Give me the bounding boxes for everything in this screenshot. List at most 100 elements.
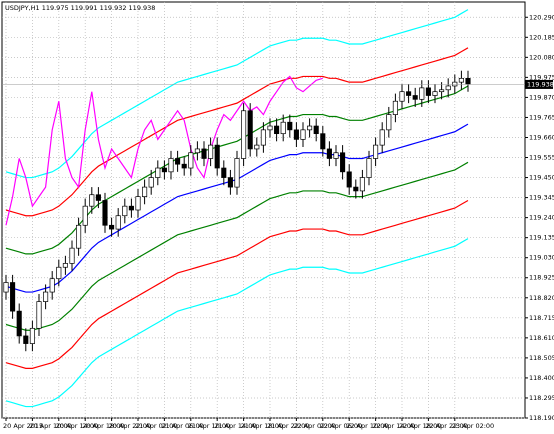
candle-body bbox=[280, 121, 286, 135]
candle-body bbox=[379, 129, 385, 146]
candle-body bbox=[412, 95, 418, 100]
candle-body bbox=[445, 85, 451, 91]
candles bbox=[3, 70, 471, 352]
candle-body bbox=[109, 224, 115, 230]
candle-body bbox=[386, 114, 392, 131]
candle-body bbox=[188, 152, 194, 169]
x-tick-label: 22 Apr 06:00 bbox=[320, 422, 362, 430]
candle-body bbox=[458, 77, 464, 83]
candle-body bbox=[23, 335, 29, 344]
candle-body bbox=[76, 224, 82, 249]
y-tick-label: 118.295 bbox=[529, 394, 554, 402]
candle-body bbox=[10, 282, 16, 312]
candle-body bbox=[425, 87, 431, 96]
y-tick-label: 118.190 bbox=[529, 414, 554, 422]
candle-body bbox=[155, 167, 161, 178]
y-tick-label: 119.975 bbox=[529, 73, 554, 81]
candle-body bbox=[181, 163, 187, 169]
y-tick-label: 118.400 bbox=[529, 374, 554, 382]
candle-body bbox=[16, 310, 22, 337]
candle-body bbox=[161, 167, 167, 173]
candle-body bbox=[89, 194, 95, 207]
y-tick-label: 119.660 bbox=[529, 133, 554, 141]
candle-body bbox=[122, 205, 128, 217]
candle-body bbox=[419, 87, 425, 100]
candle-body bbox=[399, 91, 405, 102]
indicator-line bbox=[5, 161, 469, 331]
indicator-lines bbox=[5, 9, 469, 408]
y-tick-label: 120.290 bbox=[529, 13, 554, 21]
indicator-line bbox=[5, 238, 469, 408]
x-tick-label: 22 Apr 22:00 bbox=[425, 422, 467, 430]
last-price-box bbox=[525, 79, 553, 89]
candle-body bbox=[221, 167, 227, 178]
candle-body bbox=[313, 125, 319, 135]
axis-labels: 118.190 118.295 118.400 118.505 118.610 118.7… bbox=[2, 13, 554, 430]
x-tick-label: 22 Apr 14:00 bbox=[373, 422, 415, 430]
candle-body bbox=[95, 194, 101, 201]
y-tick-label: 119.555 bbox=[529, 154, 554, 162]
candle-body bbox=[287, 121, 293, 131]
candle-body bbox=[214, 144, 220, 169]
candle-body bbox=[307, 125, 313, 131]
x-tick-label: 23 Apr 02:00 bbox=[452, 422, 494, 430]
candle-body bbox=[227, 177, 233, 188]
candle-body bbox=[373, 144, 379, 159]
y-tick-label: 119.765 bbox=[529, 113, 554, 121]
grid bbox=[2, 2, 525, 419]
candle-body bbox=[406, 91, 412, 96]
candle-body bbox=[168, 158, 174, 173]
y-tick-label: 119.030 bbox=[529, 254, 554, 262]
y-tick-label: 118.715 bbox=[529, 314, 554, 322]
x-tick-label: 21 Apr 14:00 bbox=[214, 422, 256, 430]
candle-body bbox=[3, 282, 9, 293]
y-tick-label: 119.450 bbox=[529, 174, 554, 182]
candle-body bbox=[333, 152, 339, 159]
candle-body bbox=[62, 263, 68, 268]
candle-body bbox=[340, 152, 346, 173]
candle-body bbox=[115, 215, 121, 230]
y-tick-label: 119.240 bbox=[529, 214, 554, 222]
y-tick-label: 119.870 bbox=[529, 93, 554, 101]
candle-body bbox=[135, 196, 141, 211]
x-tick-label: 20 Apr 18:00 bbox=[82, 422, 124, 430]
candle-body bbox=[247, 110, 253, 150]
candle-body bbox=[128, 205, 134, 211]
y-tick-label: 120.185 bbox=[529, 33, 554, 41]
candle-body bbox=[326, 148, 332, 159]
x-tick-label: 22 Apr 10:00 bbox=[346, 422, 388, 430]
candle-body bbox=[432, 91, 438, 96]
x-tick-label: 20 Apr 10:00 bbox=[29, 422, 71, 430]
candle-body bbox=[148, 177, 154, 188]
candle-body bbox=[359, 177, 365, 192]
candle-body bbox=[465, 77, 471, 85]
last-price-label: 119.938 bbox=[527, 80, 554, 88]
y-tick-label: 118.610 bbox=[529, 334, 554, 342]
candle-body bbox=[260, 129, 266, 146]
candle-body bbox=[49, 278, 55, 293]
candle-body bbox=[56, 266, 62, 280]
plot-frame bbox=[1, 1, 526, 419]
candle-body bbox=[267, 125, 273, 131]
candle-body bbox=[36, 301, 42, 329]
y-tick-label: 118.505 bbox=[529, 354, 554, 362]
candle-body bbox=[346, 171, 352, 188]
candle-body bbox=[320, 133, 326, 150]
candle-body bbox=[234, 158, 240, 188]
candle-body bbox=[274, 125, 280, 135]
chart-title: USDJPY,H1 119.975 119.991 119.932 119.93… bbox=[5, 4, 155, 12]
x-tick-label: 22 Apr 18:00 bbox=[399, 422, 441, 430]
candle-body bbox=[366, 158, 372, 178]
candle-body bbox=[452, 81, 458, 87]
x-tick-label: 20 Apr 2015 bbox=[3, 422, 43, 430]
x-tick-label: 21 Apr 06:00 bbox=[161, 422, 203, 430]
y-tick-label: 119.135 bbox=[529, 234, 554, 242]
candle-body bbox=[102, 200, 108, 226]
candle-body bbox=[392, 100, 398, 115]
x-tick-label: 21 Apr 18:00 bbox=[241, 422, 283, 430]
y-tick-label: 118.820 bbox=[529, 294, 554, 302]
indicator-line bbox=[5, 75, 323, 226]
candle-body bbox=[293, 129, 299, 140]
candle-body bbox=[254, 144, 260, 150]
x-tick-label: 22 Apr 02:00 bbox=[293, 422, 335, 430]
